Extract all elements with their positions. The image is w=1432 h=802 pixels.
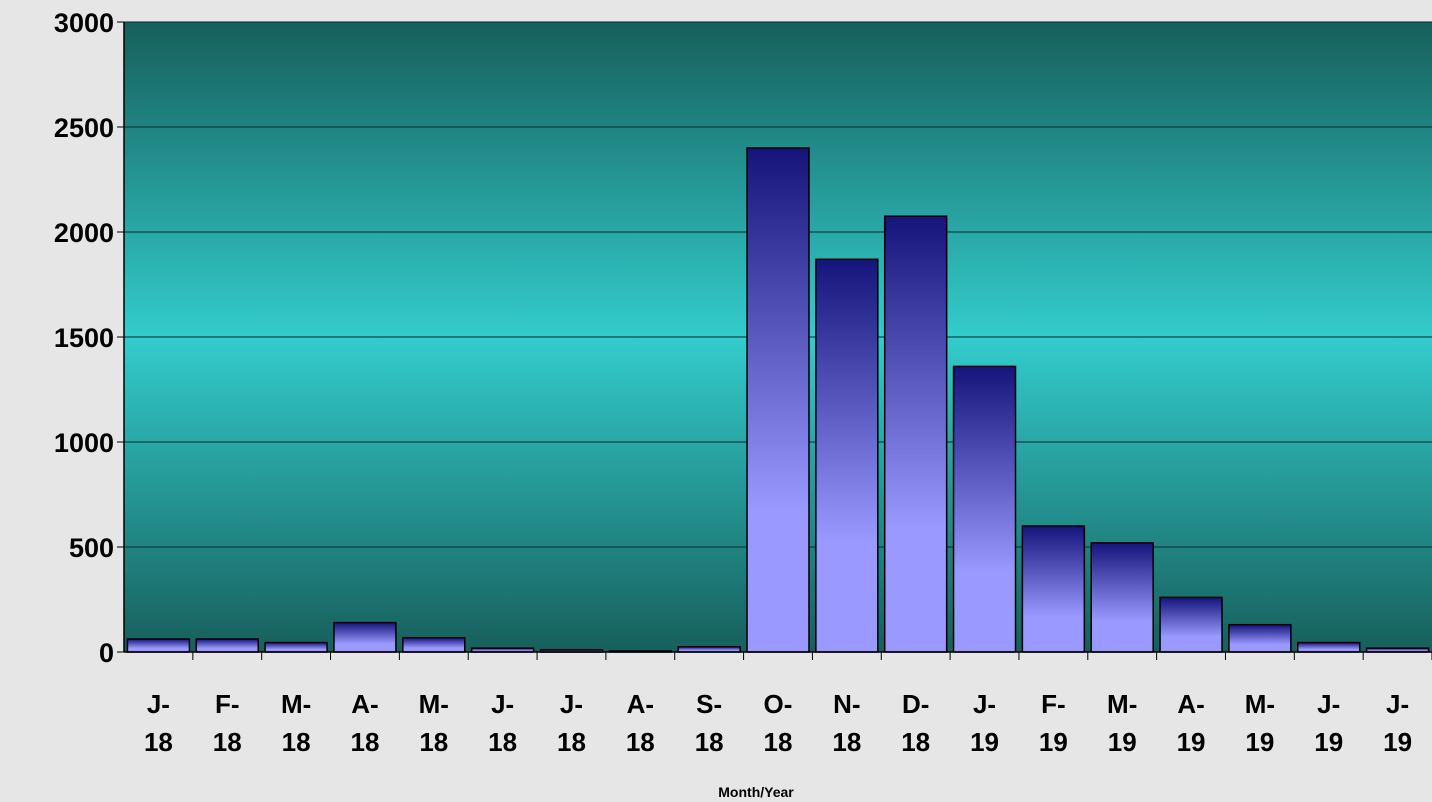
x-tick-label: D-18 xyxy=(901,689,930,757)
bar xyxy=(677,646,741,653)
x-tick-label: J-19 xyxy=(970,689,999,757)
y-tick-label: 3000 xyxy=(54,8,114,38)
bar xyxy=(1090,542,1154,653)
bar xyxy=(1228,623,1292,653)
x-tick-label: M-19 xyxy=(1245,689,1275,757)
axes xyxy=(117,21,1432,660)
x-tick-label: A-18 xyxy=(350,689,379,757)
x-tick-label: J-18 xyxy=(488,689,517,757)
bars xyxy=(126,147,1430,653)
y-tick-label: 0 xyxy=(99,638,114,668)
x-tick-label: F-18 xyxy=(213,689,242,757)
bar xyxy=(126,638,191,653)
bar xyxy=(1021,525,1086,653)
y-tick-label: 1000 xyxy=(54,428,114,458)
bar xyxy=(815,258,879,653)
x-tick-label: A-18 xyxy=(626,689,655,757)
bar xyxy=(1159,596,1223,653)
x-tick-label: J-18 xyxy=(557,689,586,757)
bar xyxy=(952,365,1017,653)
bar xyxy=(195,638,259,653)
x-tick-label: S-18 xyxy=(695,689,724,757)
y-tick-label: 2500 xyxy=(54,113,114,143)
x-tick-label: N-18 xyxy=(832,689,861,757)
bar xyxy=(746,147,810,653)
x-axis-ticks: J-18 F-18 M-18 A-18 M-18 J-18 J-18 A-18 S-18 O-18… xyxy=(144,689,1412,757)
bar xyxy=(1297,641,1361,653)
y-tick-label: 500 xyxy=(69,533,114,563)
x-tick-label: F-19 xyxy=(1039,689,1068,757)
y-axis-ticks: 0 500 1000 1500 2000 2500 3000 xyxy=(54,8,114,668)
x-tick-label: M-19 xyxy=(1107,689,1137,757)
x-tick-label: A-19 xyxy=(1177,689,1206,757)
x-tick-label: J-18 xyxy=(144,689,173,757)
x-axis-label: Month/Year xyxy=(718,784,794,800)
x-tick-label: J-19 xyxy=(1314,689,1343,757)
x-tick-label: M-18 xyxy=(419,689,449,757)
bar xyxy=(333,621,397,653)
bar xyxy=(264,641,328,653)
y-tick-label: 2000 xyxy=(54,218,114,248)
x-tick-label: J-19 xyxy=(1383,689,1412,757)
y-tick-label: 1500 xyxy=(54,323,114,353)
x-tick-label: M-18 xyxy=(281,689,311,757)
x-tick-label: O-18 xyxy=(764,689,793,757)
bar xyxy=(402,636,466,653)
bar xyxy=(883,215,948,653)
